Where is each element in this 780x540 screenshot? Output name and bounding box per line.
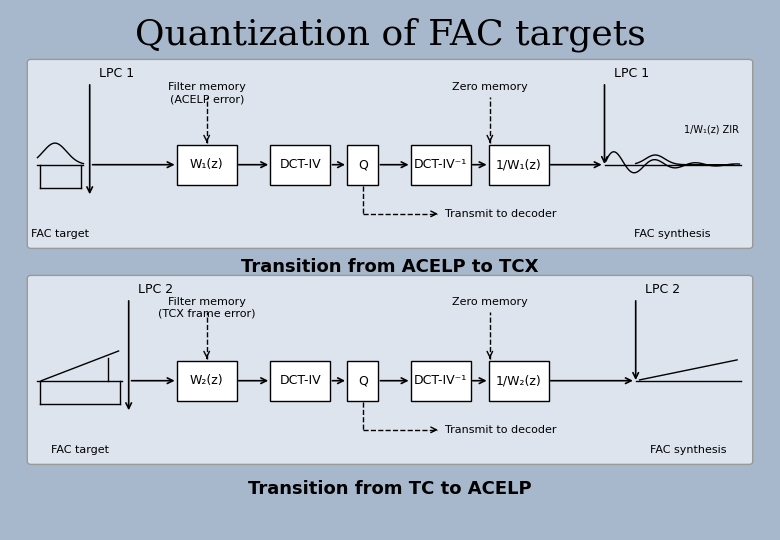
Text: LPC 2: LPC 2 (138, 283, 173, 296)
FancyBboxPatch shape (271, 145, 331, 185)
Text: 1/W₁(z) ZIR: 1/W₁(z) ZIR (684, 125, 739, 135)
Text: Filter memory: Filter memory (168, 82, 246, 92)
Text: Transmit to decoder: Transmit to decoder (445, 209, 556, 219)
FancyBboxPatch shape (410, 145, 470, 185)
Text: Filter memory: Filter memory (168, 296, 246, 307)
Text: Zero memory: Zero memory (452, 296, 528, 307)
Text: 1/W₁(z): 1/W₁(z) (496, 158, 541, 171)
Text: Transmit to decoder: Transmit to decoder (445, 425, 556, 435)
Text: LPC 1: LPC 1 (99, 67, 134, 80)
Text: Transition from ACELP to TCX: Transition from ACELP to TCX (241, 258, 539, 276)
Text: Transition from TC to ACELP: Transition from TC to ACELP (248, 480, 532, 498)
FancyBboxPatch shape (176, 361, 237, 401)
Text: FAC target: FAC target (51, 445, 109, 455)
Text: FAC synthesis: FAC synthesis (634, 229, 711, 239)
Text: Q: Q (358, 374, 367, 387)
Text: LPC 1: LPC 1 (614, 67, 649, 80)
FancyBboxPatch shape (410, 361, 470, 401)
Text: DCT-IV⁻¹: DCT-IV⁻¹ (414, 158, 467, 171)
Text: DCT-IV: DCT-IV (279, 374, 321, 387)
FancyBboxPatch shape (488, 145, 549, 185)
Text: (TCX frame error): (TCX frame error) (158, 309, 256, 319)
Text: W₂(z): W₂(z) (190, 374, 224, 387)
FancyBboxPatch shape (176, 145, 237, 185)
FancyBboxPatch shape (271, 361, 331, 401)
FancyBboxPatch shape (488, 361, 549, 401)
Text: W₁(z): W₁(z) (190, 158, 224, 171)
Text: (ACELP error): (ACELP error) (169, 94, 244, 105)
Text: DCT-IV⁻¹: DCT-IV⁻¹ (414, 374, 467, 387)
Text: 1/W₂(z): 1/W₂(z) (496, 374, 541, 387)
Text: LPC 2: LPC 2 (645, 283, 680, 296)
FancyBboxPatch shape (347, 361, 378, 401)
FancyBboxPatch shape (27, 59, 753, 248)
Text: FAC target: FAC target (31, 229, 90, 239)
Text: Quantization of FAC targets: Quantization of FAC targets (135, 18, 645, 52)
FancyBboxPatch shape (347, 145, 378, 185)
Text: Q: Q (358, 158, 367, 171)
Text: FAC synthesis: FAC synthesis (650, 445, 727, 455)
Text: DCT-IV: DCT-IV (279, 158, 321, 171)
FancyBboxPatch shape (27, 275, 753, 464)
Text: Zero memory: Zero memory (452, 82, 528, 92)
